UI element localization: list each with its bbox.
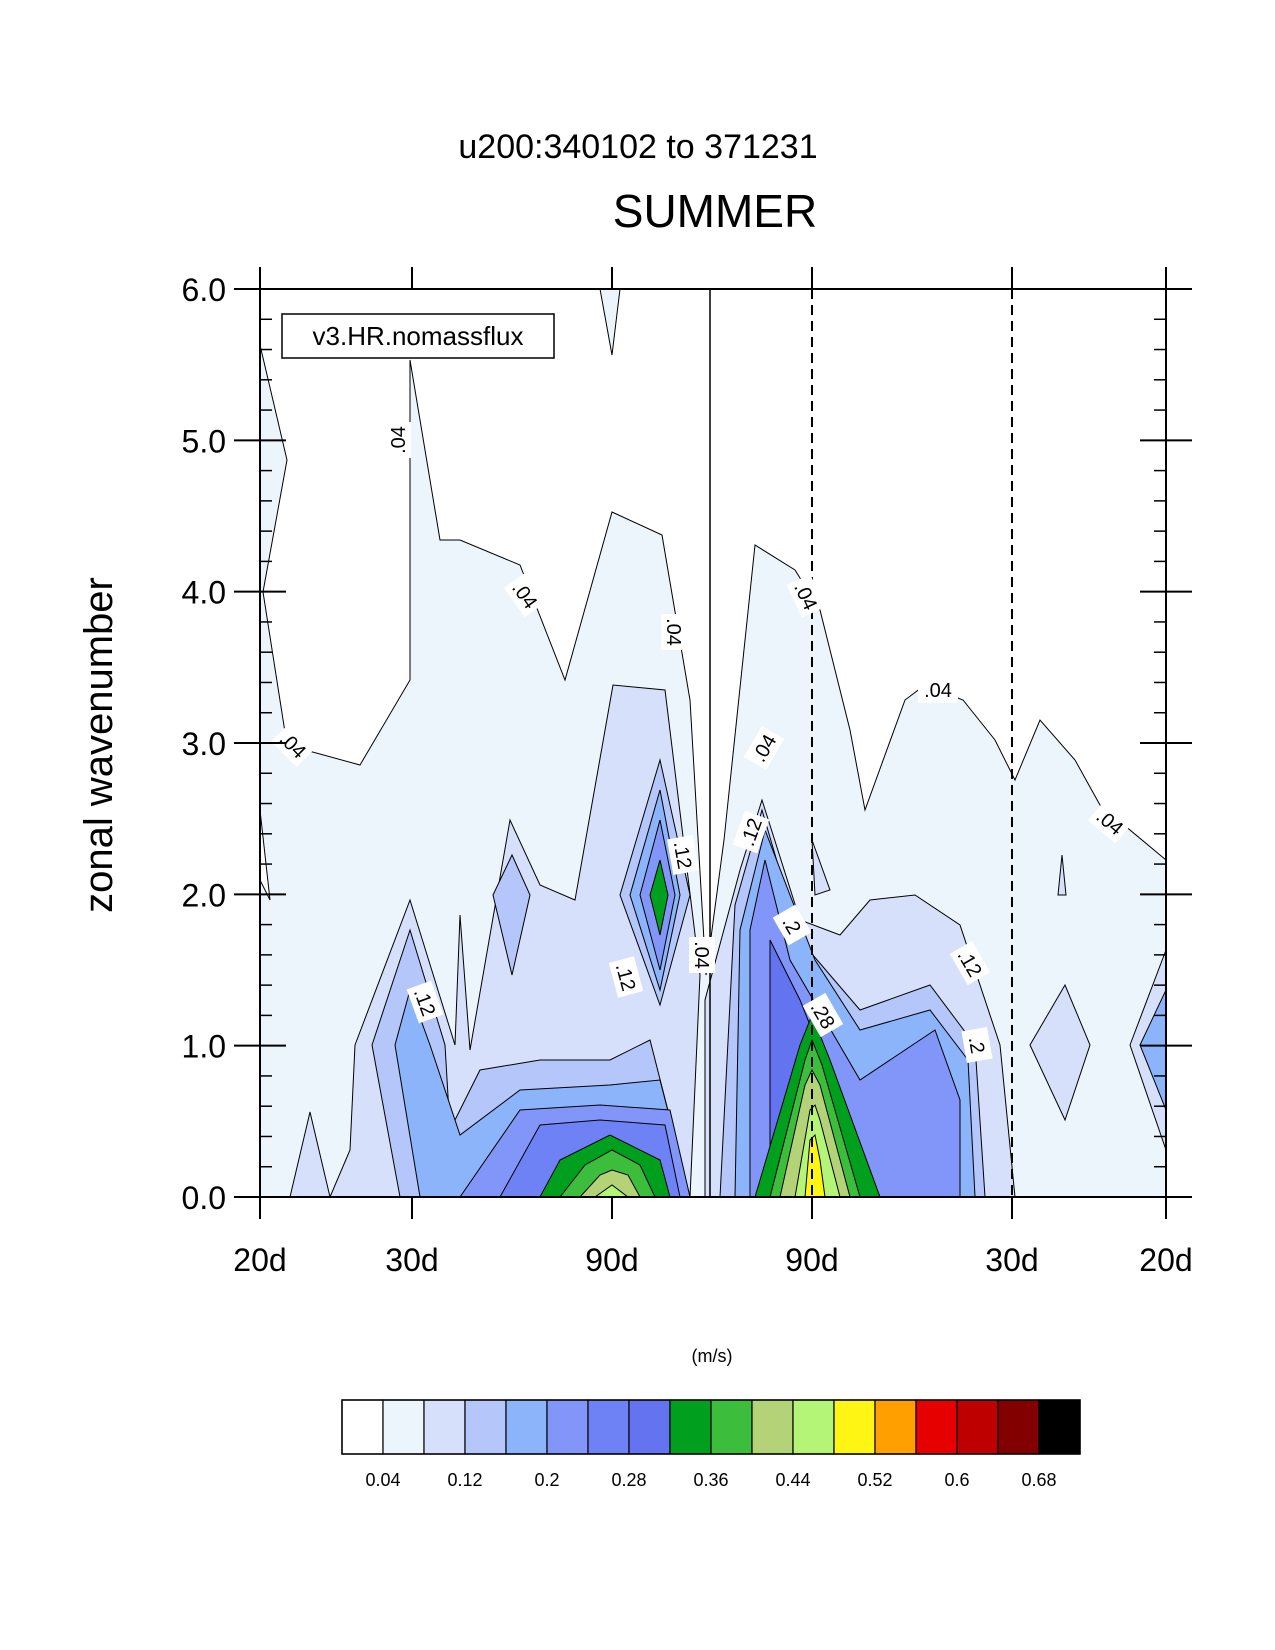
colorbar-swatch [751,1399,794,1455]
units-label: (m/s) [692,1346,733,1366]
colorbar-label: 0.52 [857,1470,892,1490]
legend-label: v3.HR.nomassflux [313,321,524,351]
colorbar-swatch [423,1399,466,1455]
contour-fill-0.08c [1029,983,1091,1122]
legend: v3.HR.nomassflux [281,313,555,359]
colorbar-label: 0.36 [693,1470,728,1490]
colorbar-label: 0.04 [365,1470,400,1490]
contour-label: .04 [662,618,684,646]
colorbar-frame [341,1399,1081,1455]
contour-label: .04 [388,426,410,454]
legend-box [281,313,555,359]
colorbar-swatch [669,1399,712,1455]
contour-label: .04 [690,941,712,969]
plot-area [260,289,1166,1197]
colorbar-label: 0.2 [534,1470,559,1490]
contour-fill-0.12b [492,853,531,976]
colorbar-swatch [956,1399,999,1455]
x-tick-label: 20d [1139,1242,1192,1278]
colorbar-swatch [382,1399,425,1455]
colorbar-swatch [792,1399,835,1455]
y-tick-label: 6.0 [182,272,226,308]
contour-fill-0.52 [804,1133,826,1197]
colorbar-label: 0.6 [944,1470,969,1490]
y-axis-label: zonal wavenumber [77,577,121,913]
contour-island-right [811,839,831,896]
x-tick-label: 30d [985,1242,1038,1278]
colorbar-label: 0.44 [775,1470,810,1490]
colorbar-swatch [915,1399,958,1455]
contour-fill-0.48 [594,1184,629,1197]
y-tick-label: 3.0 [182,726,226,762]
colorbar-swatch [587,1399,630,1455]
colorbar-swatch [874,1399,917,1455]
y-axis: 0.0 1.0 2.0 3.0 4.0 5.0 6.0 [182,272,1192,1216]
colorbar: 0.04 0.12 0.2 0.28 0.36 0.44 0.52 0.6 0.68 [341,1399,1081,1490]
x-tick-label: 20d [233,1242,286,1278]
colorbar-label: 0.12 [447,1470,482,1490]
contour-label: .12 [669,840,695,871]
contour-fill-0.44 [579,1169,641,1197]
x-tick-label: 90d [585,1242,638,1278]
x-axis: 20d 30d 90d 90d 30d 20d [233,267,1193,1278]
x-tick-label: 30d [385,1242,438,1278]
colorbar-swatch [833,1399,876,1455]
contour-island-top [599,289,621,356]
colorbar-swatch [1038,1399,1081,1455]
x-tick-label: 90d [785,1242,838,1278]
colorbar-swatch [505,1399,548,1455]
y-tick-label: 0.0 [182,1180,226,1216]
y-tick-label: 5.0 [182,423,226,459]
contour-labels: .04 .04 .04 .04 .04 .04 .04 .04 .04 .12 … [271,422,1133,1064]
y-tick-label: 4.0 [182,575,226,611]
colorbar-label: 0.28 [611,1470,646,1490]
contour-label: .2 [964,1035,989,1055]
colorbar-swatch [341,1399,384,1455]
colorbar-swatch [997,1399,1040,1455]
y-tick-label: 1.0 [182,1029,226,1065]
chart-title: u200:340102 to 371231 [458,128,817,166]
contour-island-far-right [1057,854,1067,896]
chart-subtitle: SUMMER [613,185,817,237]
contour-fill-0.36b [649,859,669,936]
colorbar-swatch [710,1399,753,1455]
colorbar-swatch [546,1399,589,1455]
colorbar-swatch [628,1399,671,1455]
contour-fill-0.16d [1139,989,1166,1111]
contour-label: .04 [924,680,952,702]
colorbar-swatch [464,1399,507,1455]
colorbar-label: 0.68 [1021,1470,1056,1490]
y-tick-label: 2.0 [182,877,226,913]
